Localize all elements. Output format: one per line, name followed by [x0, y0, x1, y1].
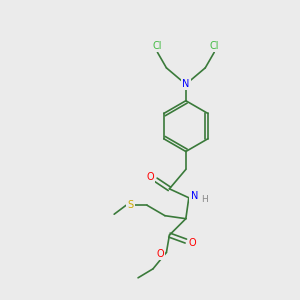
Text: H: H: [201, 195, 208, 204]
Text: Cl: Cl: [153, 41, 162, 51]
Text: O: O: [147, 172, 154, 182]
Text: O: O: [189, 238, 196, 248]
Text: N: N: [190, 191, 198, 201]
Text: Cl: Cl: [209, 41, 219, 51]
Text: S: S: [128, 200, 134, 210]
Text: N: N: [182, 79, 190, 89]
Text: O: O: [156, 249, 164, 259]
